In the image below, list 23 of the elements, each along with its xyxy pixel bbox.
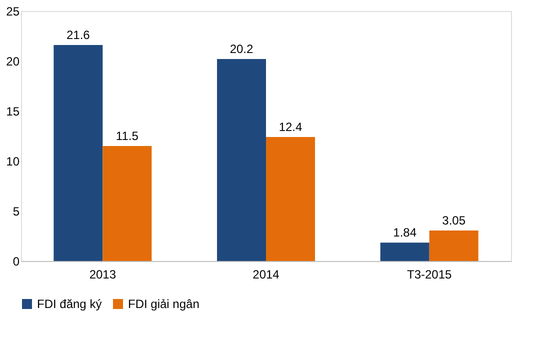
x-tick-label: 2014 — [252, 268, 280, 282]
data-label: 1.84 — [393, 226, 417, 240]
y-tick-label: 0 — [12, 254, 20, 268]
data-label: 12.4 — [278, 120, 302, 134]
x-tick-label: 2013 — [89, 268, 116, 282]
y-tick-label: 10 — [6, 154, 20, 168]
bar — [54, 45, 103, 261]
bar — [217, 59, 266, 261]
bar — [102, 146, 152, 261]
data-label: 21.6 — [66, 28, 90, 42]
data-label: 20.2 — [230, 42, 254, 56]
bar — [380, 242, 430, 261]
bar — [266, 137, 315, 261]
x-tick-label: T3-2015 — [406, 268, 452, 282]
y-tick-label: 20 — [6, 54, 20, 68]
legend-label: FDI giải ngân — [128, 297, 200, 311]
data-label: 3.05 — [442, 214, 466, 228]
y-tick-label: 5 — [12, 204, 20, 218]
y-tick-label: 25 — [6, 4, 20, 18]
bar — [429, 230, 478, 261]
y-tick-label: 15 — [6, 104, 20, 118]
data-label: 11.5 — [116, 129, 139, 143]
legend-label: FDI đăng ký — [37, 297, 102, 311]
